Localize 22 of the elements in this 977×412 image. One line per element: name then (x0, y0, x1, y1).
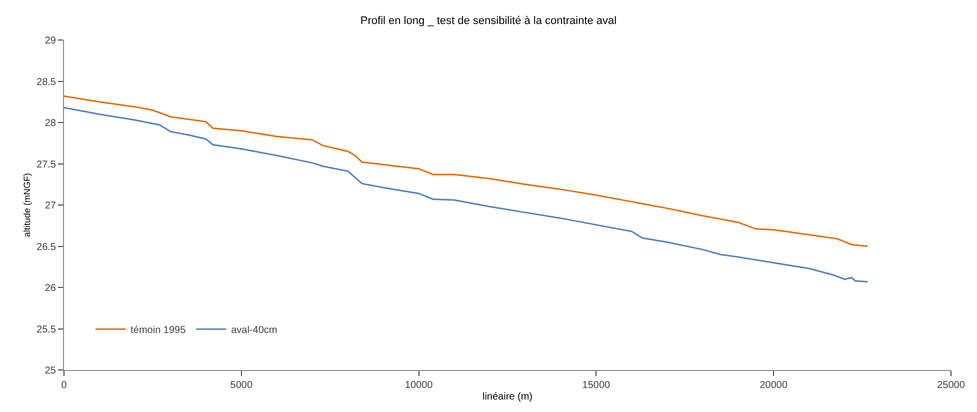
y-tick-label: 28.5 (36, 76, 56, 88)
x-tick-label: 25000 (937, 380, 966, 391)
legend-label: aval-40cm (231, 325, 278, 336)
x-tick-label: 20000 (760, 380, 788, 391)
y-tick-label: 26 (44, 283, 56, 294)
y-tick-label: 27.5 (36, 159, 56, 170)
line-series (64, 106, 868, 282)
y-tick-label: 25 (44, 366, 56, 376)
y-tick-label: 29 (44, 36, 56, 46)
x-tick-label: 0 (61, 380, 68, 391)
y-tick-label: 28 (44, 118, 56, 129)
y-tick-label: 26.5 (36, 242, 56, 253)
legend-label: témoin 1995 (130, 325, 186, 336)
y-tick-label: 27 (44, 200, 56, 212)
x-tick-label: 10000 (404, 380, 434, 391)
x-tick-label: 5000 (230, 380, 253, 391)
line-series (64, 95, 868, 247)
x-axis-title: linéaire (m) (482, 392, 533, 402)
y-axis-title: altitude (mNGF) (22, 172, 32, 238)
chart-title: Profil en long _ test de sensibilité à la contrainte aval (360, 15, 617, 28)
y-tick-label: 25.5 (36, 324, 56, 336)
x-tick-label: 15000 (582, 380, 611, 391)
